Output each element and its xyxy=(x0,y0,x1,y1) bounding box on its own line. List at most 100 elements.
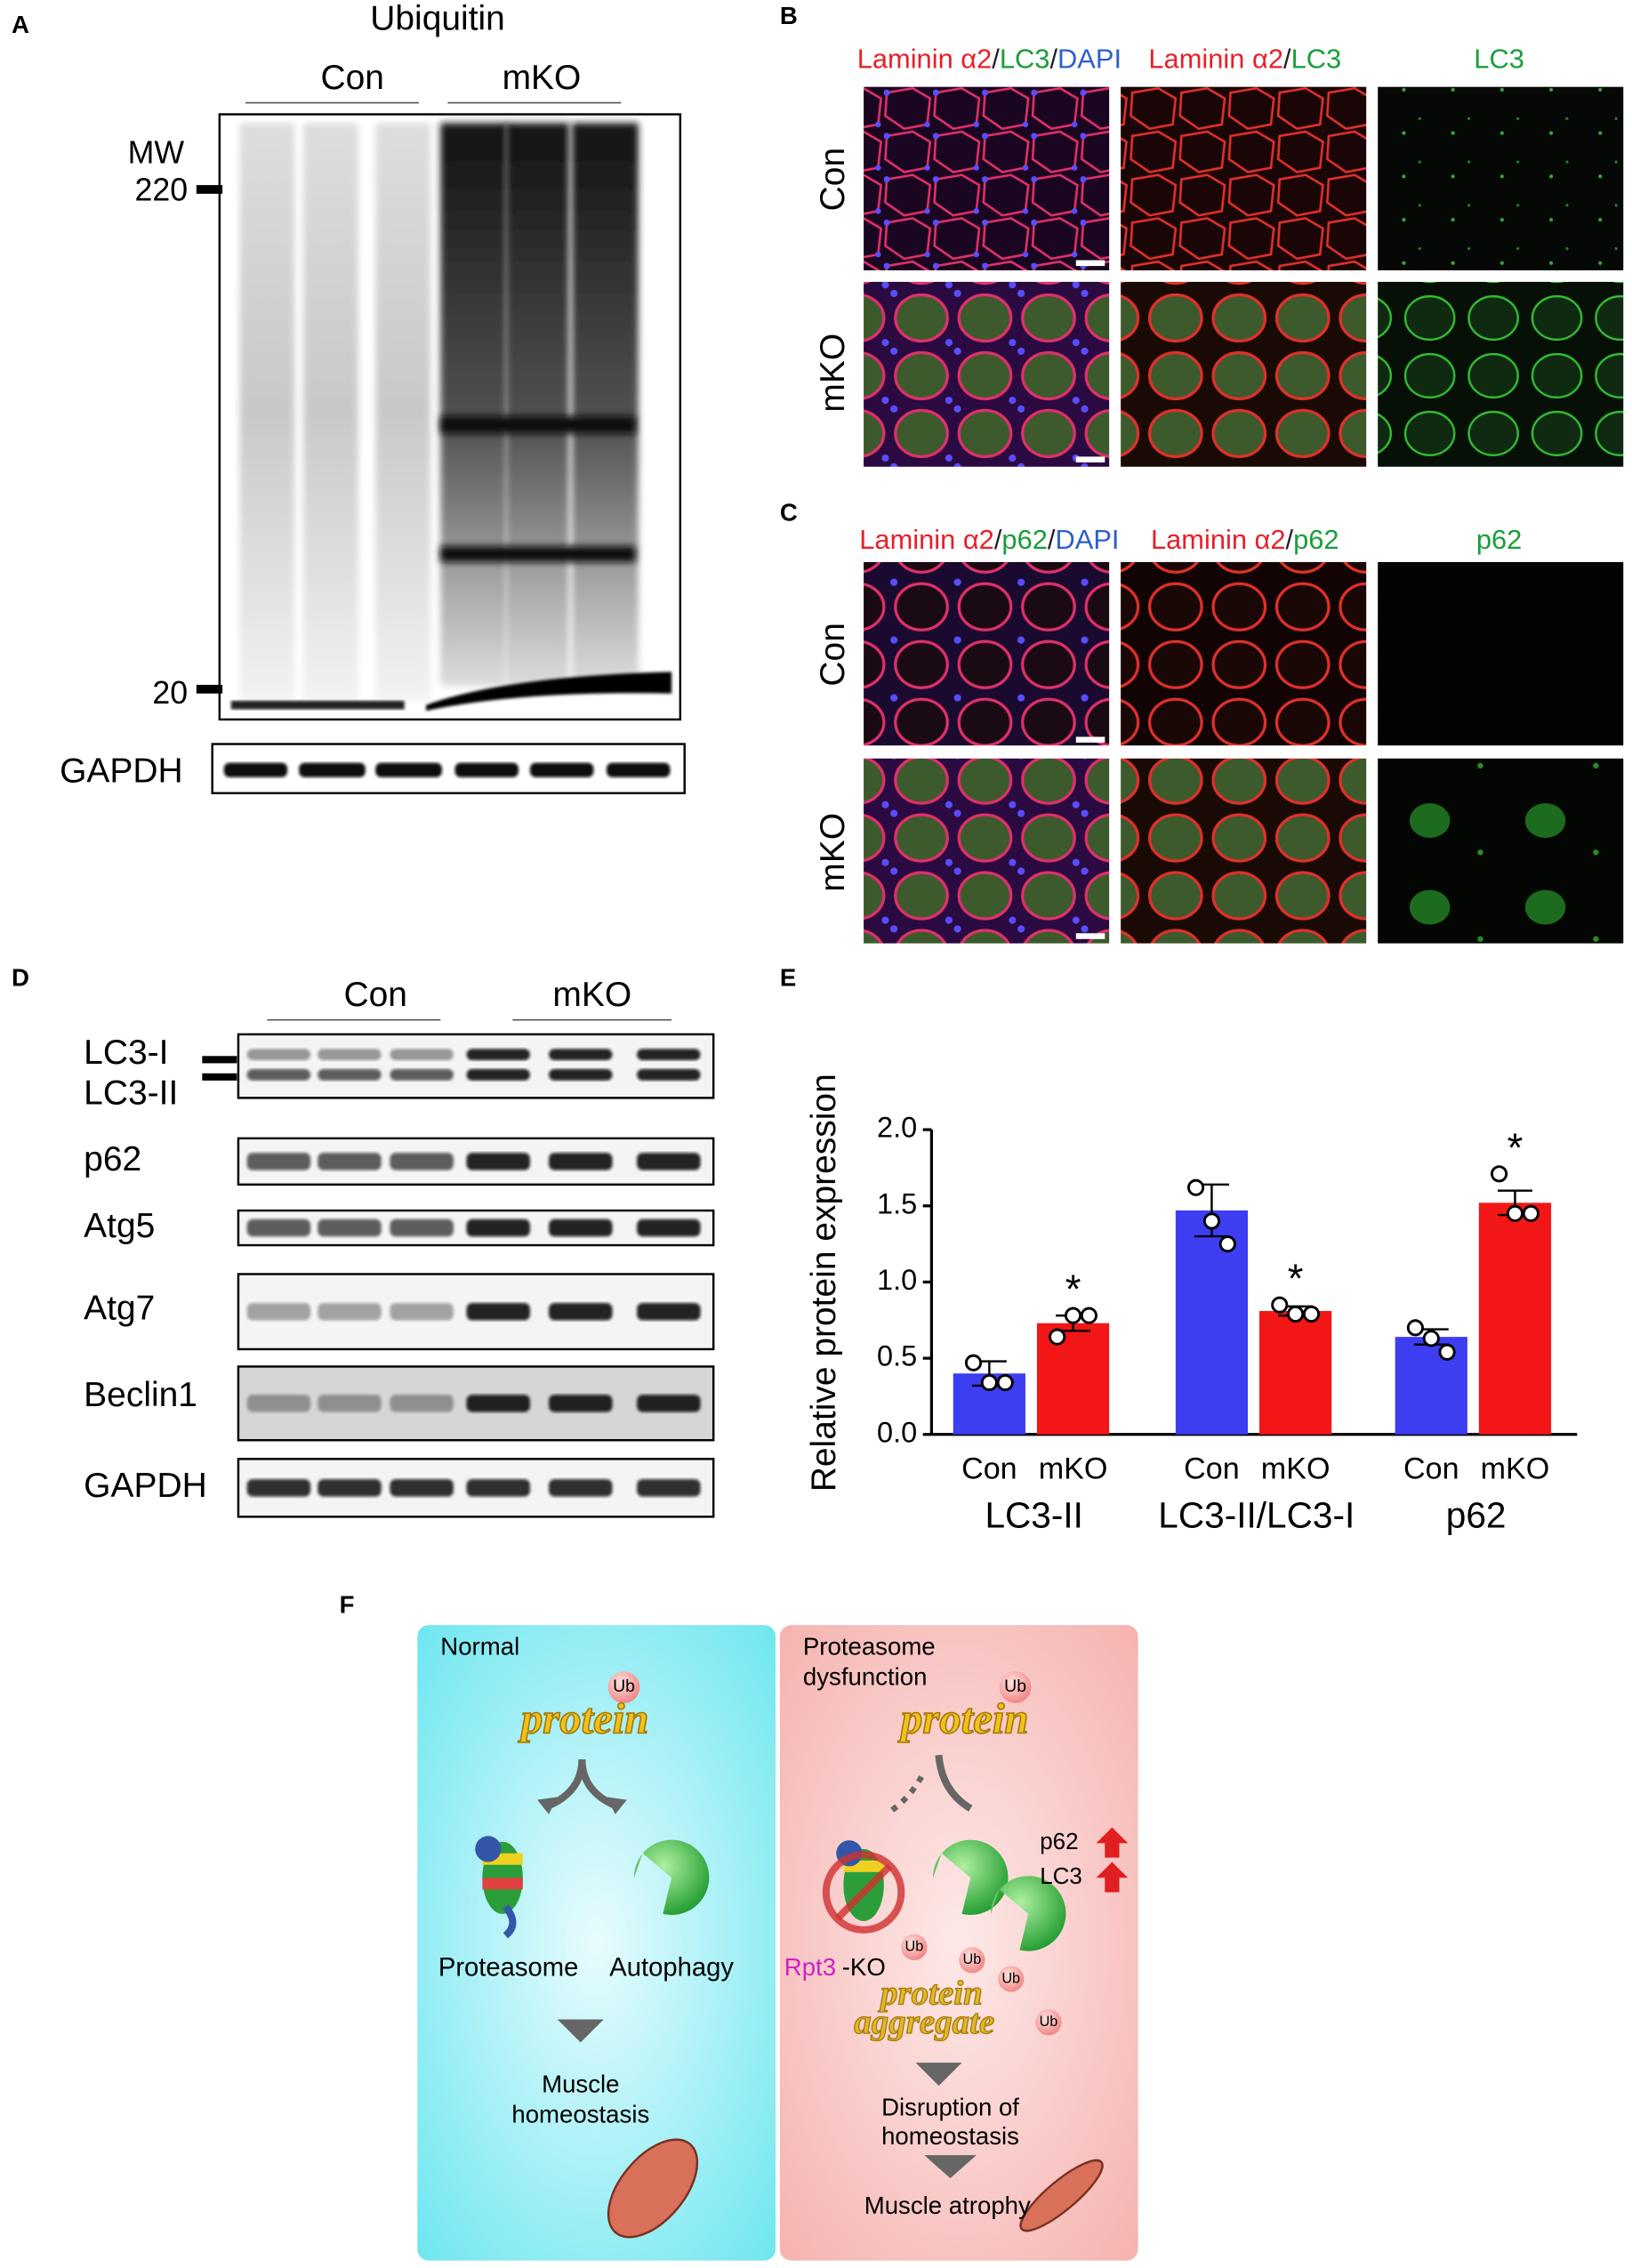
bar xyxy=(1478,1202,1552,1435)
muscle-icon xyxy=(607,2138,699,2239)
marker-label: LC3 xyxy=(1040,1862,1082,1889)
blot-lanes xyxy=(239,123,295,701)
ub-icons xyxy=(901,1934,1062,2036)
column-header: Laminin α2/LC3 xyxy=(1148,44,1341,75)
micrograph xyxy=(1378,86,1624,270)
blot-lanes xyxy=(426,672,672,712)
proteasome-icon xyxy=(822,1840,905,1934)
blot-label: LC3-I xyxy=(84,1033,168,1072)
data-point xyxy=(980,1373,998,1392)
box-title: Proteasome xyxy=(803,1632,936,1660)
blot-band xyxy=(246,1302,311,1321)
micrograph xyxy=(1121,758,1367,944)
blot-band xyxy=(246,1153,311,1170)
blot-bands xyxy=(375,762,442,777)
panel-label: A xyxy=(12,11,29,38)
blot-band xyxy=(246,1218,311,1237)
blot-band xyxy=(318,1049,382,1061)
y-tick-label: 2.0 xyxy=(877,1112,917,1144)
blot-lanes xyxy=(375,123,430,701)
data-point xyxy=(1187,1178,1205,1196)
blot-title: Ubiquitin xyxy=(370,0,505,37)
blot-band xyxy=(637,1049,701,1061)
bar xyxy=(1395,1337,1467,1435)
header-part: DAPI xyxy=(1055,524,1119,555)
blot-band xyxy=(246,1479,311,1497)
ub-icons xyxy=(959,1947,985,1974)
blot-band xyxy=(466,1049,530,1061)
blot-lanes xyxy=(572,123,639,687)
blot-lanes xyxy=(230,700,405,710)
data-point xyxy=(1080,1307,1097,1324)
outcome-label: Disruption of xyxy=(881,2093,1019,2120)
arrow xyxy=(886,1775,924,1815)
data-point xyxy=(1438,1343,1456,1361)
blot-band xyxy=(549,1395,613,1412)
micrograph xyxy=(864,281,1110,467)
ub-label: Ub xyxy=(963,1951,982,1967)
ub-icons xyxy=(1035,2009,1062,2036)
row-label: mKO xyxy=(814,334,852,413)
blot-label: p62 xyxy=(84,1140,141,1178)
column-header: Laminin α2/p62/DAPI xyxy=(859,524,1119,555)
series-label: Con xyxy=(1403,1452,1459,1485)
panel-f: F Normal Ub protein Proteasome Autophagy… xyxy=(340,1590,1138,2261)
blot-band xyxy=(466,1218,530,1237)
arrow-head xyxy=(557,2019,604,2043)
proteasome-label: Proteasome xyxy=(438,1953,579,1982)
outcome-label: homeostasis xyxy=(881,2122,1019,2150)
header-part: Laminin α2 xyxy=(1151,524,1286,555)
micrograph xyxy=(1378,561,1624,746)
blot-band xyxy=(318,1302,382,1321)
protein-icon: protein xyxy=(518,1695,648,1743)
blot-bands xyxy=(299,762,366,777)
blot-label: LC3-II xyxy=(84,1074,178,1112)
column-header: LC3 xyxy=(1474,44,1524,75)
group-label: mKO xyxy=(502,59,582,97)
panel-label: B xyxy=(780,2,798,29)
panel-label: F xyxy=(340,1590,355,1618)
significance: * xyxy=(1065,1267,1081,1312)
arrow xyxy=(607,1797,627,1814)
micrograph xyxy=(1378,758,1624,944)
y-tick-label: 0.5 xyxy=(877,1340,917,1372)
bar xyxy=(1175,1210,1249,1435)
proteasome-icon xyxy=(475,1836,502,1862)
header-part: Laminin α2 xyxy=(857,44,993,75)
blot-band xyxy=(549,1049,613,1061)
group-label: Con xyxy=(343,976,406,1014)
ub-label: Ub xyxy=(1004,1677,1026,1696)
loading-label: GAPDH xyxy=(60,752,183,790)
up-arrow xyxy=(1096,1827,1129,1858)
box-title: dysfunction xyxy=(803,1663,928,1691)
data-point xyxy=(996,1373,1014,1392)
arrow xyxy=(537,1797,558,1814)
ub-icon xyxy=(999,1671,1032,1703)
proteasome-icon xyxy=(502,1904,517,1939)
blot-band xyxy=(549,1218,613,1237)
arrow xyxy=(547,1758,617,1809)
header-part: / xyxy=(992,44,1000,75)
blot-band xyxy=(318,1068,382,1081)
blot-band xyxy=(549,1302,613,1321)
blot-label: Atg5 xyxy=(84,1207,155,1245)
gene-label: Rpt3 xyxy=(784,1953,836,1981)
bar xyxy=(1036,1323,1110,1435)
blot-band xyxy=(466,1479,530,1497)
blot-bands xyxy=(223,762,288,777)
series-label: mKO xyxy=(1261,1452,1331,1485)
header-part: Laminin α2 xyxy=(1148,44,1283,75)
row-label: mKO xyxy=(814,813,852,892)
blot xyxy=(237,1033,715,1099)
autophagy-icon xyxy=(633,1839,710,1916)
micrograph xyxy=(1121,561,1367,746)
blot-band xyxy=(549,1479,613,1497)
blot-band xyxy=(390,1395,454,1412)
blot-lanes xyxy=(440,415,636,434)
blot-band xyxy=(390,1302,454,1321)
blot-label: GAPDH xyxy=(84,1467,207,1505)
autophagy-icon xyxy=(933,1839,1009,1916)
blot-band xyxy=(318,1395,382,1412)
